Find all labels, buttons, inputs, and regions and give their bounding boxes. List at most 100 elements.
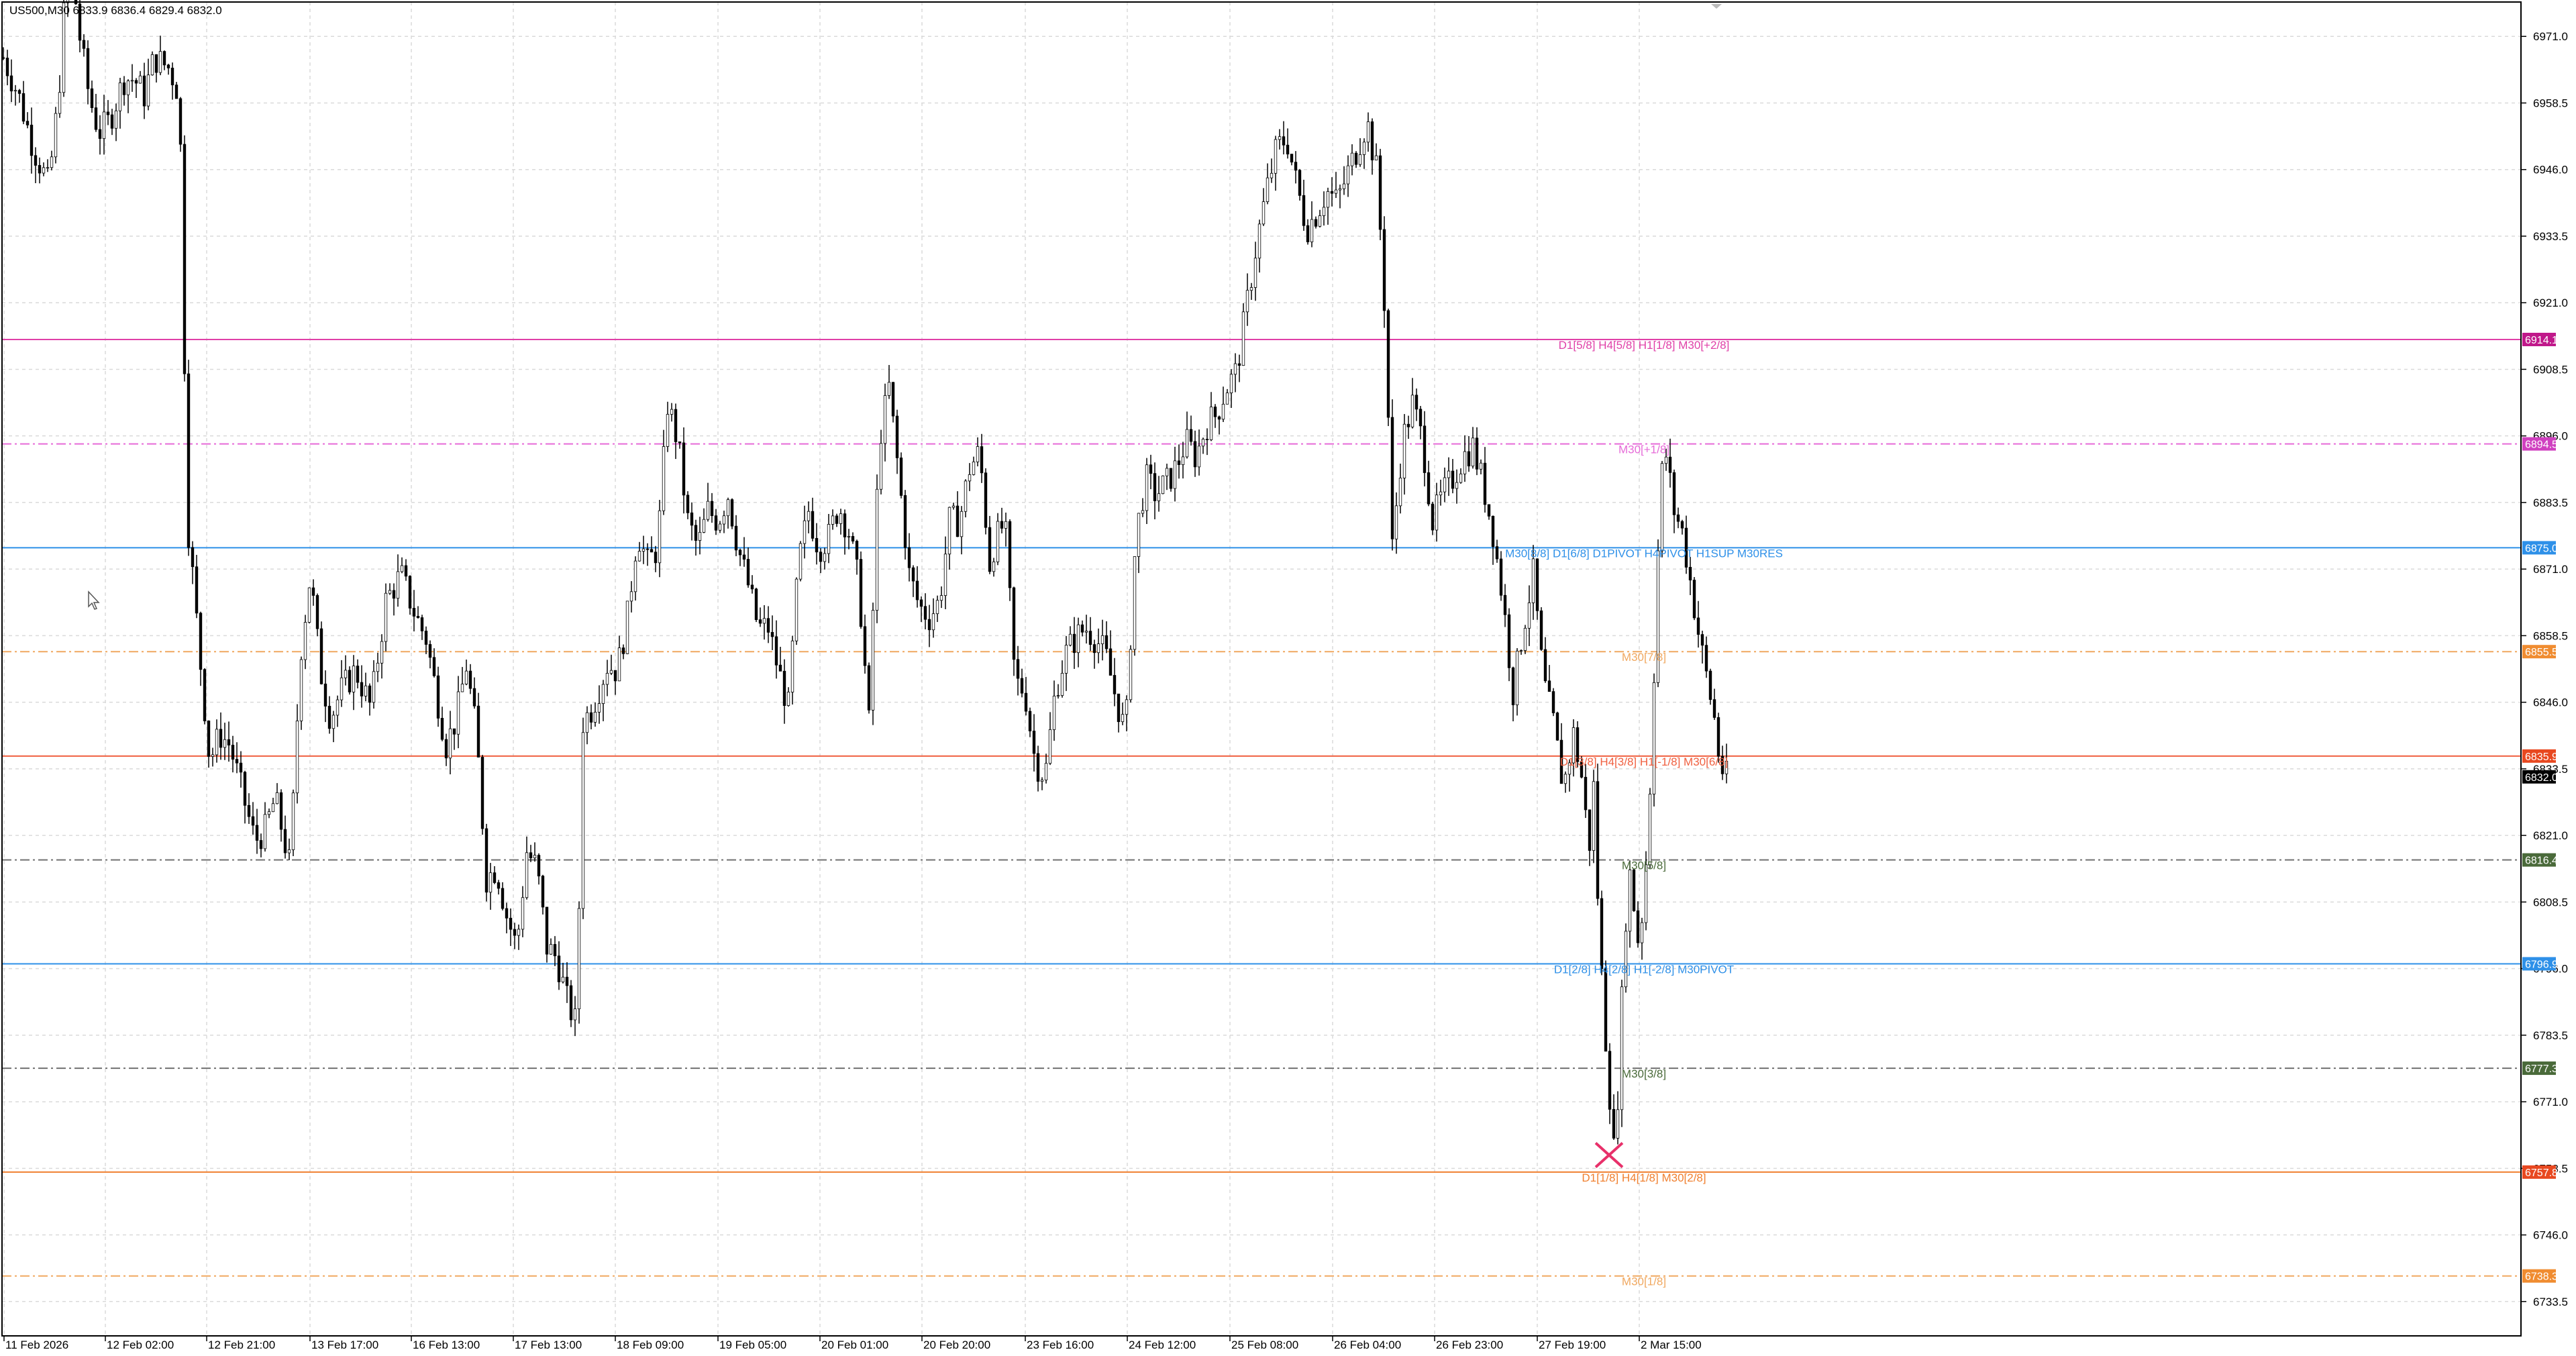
candle-body [750,584,754,590]
candle-body [21,93,25,122]
candle-body [911,567,915,582]
candle-body [927,619,931,631]
level-price-tag-label: 6914.1 [2525,335,2558,346]
candle-body [1330,191,1334,194]
candle-body [702,519,706,533]
scroll-marker-icon[interactable] [1711,4,1722,9]
candle-body [629,591,633,602]
candle-body [710,501,714,517]
time-tick-label: 23 Feb 16:00 [1027,1339,1094,1351]
candle-body [239,762,243,773]
candle-body [678,441,682,444]
candle-body [798,543,803,580]
candle-body [1576,727,1580,762]
candle-body [1274,139,1278,174]
candle-body [1117,693,1121,723]
candle-body [1326,191,1330,208]
candle-body [859,559,863,627]
candle-body [839,513,843,524]
candle-body [384,592,388,642]
candle-body [166,64,170,68]
time-tick-label: 12 Feb 02:00 [107,1339,174,1351]
candle-body [38,165,42,174]
candle-body [1137,513,1141,557]
candle-body [158,51,162,73]
level-price-tag-label: 6816.4 [2525,855,2558,867]
time-tick-label: 27 Feb 19:00 [1539,1339,1606,1351]
candle-body [122,82,126,95]
candle-body [621,647,625,654]
candle-body [762,618,766,624]
candle-body [1628,870,1632,932]
candle-body [734,525,738,551]
candle-body [352,666,356,692]
price-tick-label: 6921.0 [2533,297,2568,309]
price-tick-label: 6783.5 [2533,1029,2568,1042]
candle-body [1692,580,1696,619]
candle-body [714,515,718,531]
candle-body [835,515,839,524]
candle-body [525,852,529,898]
candle-body [1197,446,1201,468]
price-axis[interactable]: 7033.57021.07008.56996.06983.56971.06958… [2520,0,2568,1336]
candle-body [420,617,424,631]
candle-body [1700,634,1704,646]
candle-body [376,662,380,672]
candle-body [94,107,98,130]
candle-body [758,619,762,624]
candle-body [372,671,376,703]
candle-body [1370,121,1374,160]
candle-body [1531,558,1535,603]
candle-body [561,976,565,982]
current-price-tag [2522,770,2556,784]
price-tick-label: 6958.5 [2533,97,2568,109]
candle-body [654,552,658,564]
candle-body [682,442,686,496]
candle-body [400,565,404,572]
candle-body [815,537,819,553]
candle-body [1588,809,1592,851]
candle-body [1165,468,1169,476]
candle-body [259,840,263,849]
candle-body [674,409,678,442]
candle-body [943,554,947,596]
candle-body [1310,219,1314,242]
time-axis[interactable]: 11 Feb 2026 12 Feb 02:00 12 Feb 21:00 13 Fe… [3,1336,1702,1351]
candle-body [25,121,30,125]
candle-body [1491,515,1495,547]
candle-body [138,75,142,84]
candle-body [718,523,722,531]
candle-body [319,628,323,684]
candle-body [1378,155,1382,230]
candle-body [533,855,537,859]
candle-body [1209,407,1213,440]
time-tick-label: 26 Feb 04:00 [1334,1339,1401,1351]
candle-body [1479,462,1483,470]
candle-body [1463,451,1467,474]
candle-body [336,699,340,716]
price-tick-label: 6883.5 [2533,497,2568,509]
candle-body [641,548,646,552]
candle-body [521,897,525,930]
candle-body [1145,464,1149,511]
level-label: M30[1/8] [1622,1275,1666,1288]
candle-body [1600,898,1604,970]
candle-body [1016,659,1020,679]
candle-body [195,566,199,614]
candle-body [1040,780,1044,782]
time-tick-label: 16 Feb 13:00 [413,1339,480,1351]
candle-body [1217,416,1221,420]
candle-body [1608,1051,1612,1110]
time-tick-label: 25 Feb 08:00 [1231,1339,1298,1351]
candle-body [1125,699,1129,715]
candle-body [891,382,895,417]
candle-body [722,515,726,525]
candle-body [1720,755,1724,774]
time-tick-label: 2 Mar 15:00 [1641,1339,1702,1351]
level-price-tag [2522,332,2556,346]
candle-body [996,521,1000,562]
candle-body [174,85,178,99]
candle-body [1354,152,1358,165]
candle-body [589,712,593,723]
